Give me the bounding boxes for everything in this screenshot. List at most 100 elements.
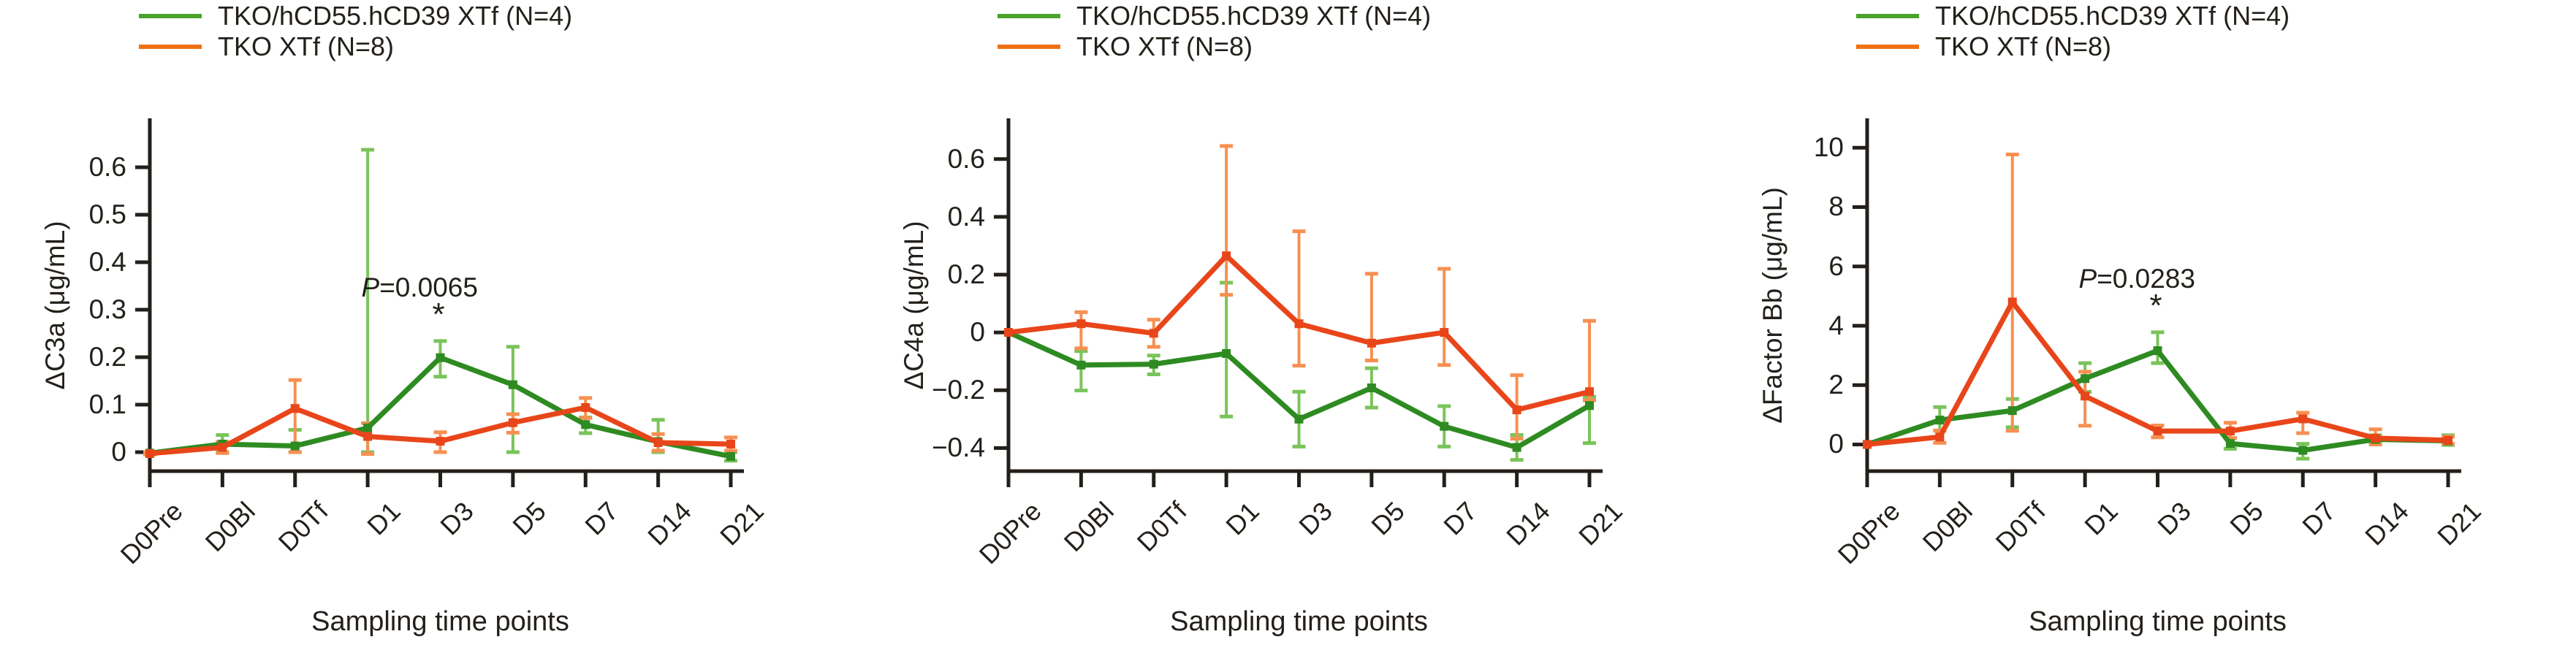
data-point (1585, 387, 1594, 397)
legend-item-green[interactable]: TKO/hCD55.hCD39 XTf (N=4) (998, 3, 1431, 29)
panel-c3a: TKO/hCD55.hCD39 XTf (N=4) TKO XTf (N=8) ΔC… (0, 0, 859, 652)
panel-factor-bb: TKO/hCD55.hCD39 XTf (N=4) TKO XTf (N=8) ΔF… (1717, 0, 2576, 652)
legend-item-orange[interactable]: TKO XTf (N=8) (998, 34, 1431, 60)
data-point (1585, 401, 1594, 411)
legend-swatch-orange (139, 45, 202, 49)
data-point (2007, 406, 2017, 416)
p-value-symbol: P (361, 272, 380, 302)
y-axis-label: ΔC3a (μg/mL) (40, 220, 70, 390)
legend-swatch-green (998, 14, 1060, 18)
y-tick-label: 2 (1828, 370, 1844, 400)
chart-svg (994, 118, 1603, 487)
legend-label-orange: TKO XTf (N=8) (218, 31, 395, 61)
plot-area: 0 2 4 6 8 10 D0Pre D0Bl D0Tf D1 D3 D5 D7 D14 D21 P=0.02… (1814, 118, 2487, 570)
data-point (1512, 443, 1521, 452)
data-point (1935, 416, 1945, 425)
legend-item-orange[interactable]: TKO XTf (N=8) (1856, 34, 2290, 60)
x-axis-label: Sampling time points (1170, 606, 1428, 637)
data-point (2444, 435, 2452, 445)
data-point (1222, 348, 1231, 358)
data-point (436, 437, 445, 446)
data-point (2081, 392, 2090, 401)
plot-area: −0.4 −0.2 0 0.2 0.4 0.6 D0Pre D0Bl D0Tf D1 D3 D5 D7 D… (932, 118, 1628, 570)
p-value-symbol: P (2078, 263, 2097, 294)
legend-swatch-orange (998, 45, 1060, 49)
data-point (1512, 405, 1521, 415)
legend-label-green: TKO/hCD55.hCD39 XTf (N=4) (218, 1, 573, 31)
data-point (581, 402, 590, 412)
data-point (726, 451, 735, 461)
data-point (581, 420, 590, 429)
panel-c4a: TKO/hCD55.hCD39 XTf (N=4) TKO XTf (N=8) ΔC… (859, 0, 1717, 652)
data-point (1149, 329, 1158, 338)
y-tick-label: 0 (970, 317, 985, 348)
y-tick-label: −0.2 (931, 375, 985, 405)
plot-area: 0 0.1 0.2 0.3 0.4 0.5 0.6 D0Pre D0Bl D0Tf D1 D3 D5 D7… (89, 118, 770, 570)
y-tick-label: 0.1 (88, 389, 126, 419)
data-point (145, 448, 154, 458)
y-tick-label: 0.2 (947, 259, 985, 289)
data-point (363, 423, 373, 432)
y-tick-label: 0.6 (947, 143, 985, 174)
data-point (290, 441, 300, 451)
data-point (653, 438, 663, 447)
y-tick-label: 0.4 (88, 247, 126, 277)
data-point (2007, 297, 2017, 307)
data-point (1149, 359, 1158, 369)
data-point (2298, 414, 2308, 424)
y-tick-label: 0.3 (88, 294, 126, 324)
data-point (1294, 414, 1304, 424)
chart-legend: TKO/hCD55.hCD39 XTf (N=4) TKO XTf (N=8) (1856, 3, 2290, 60)
data-point (218, 443, 227, 452)
y-tick-label: 0.5 (88, 199, 126, 229)
legend-item-green[interactable]: TKO/hCD55.hCD39 XTf (N=4) (139, 3, 572, 29)
significance-star: * (2149, 287, 2162, 324)
data-point (436, 353, 445, 362)
data-point (2153, 346, 2162, 356)
data-point (1222, 251, 1231, 261)
legend-label-orange: TKO XTf (N=8) (1076, 31, 1253, 61)
chart-legend: TKO/hCD55.hCD39 XTf (N=4) TKO XTf (N=8) (998, 3, 1431, 60)
chart-svg (1853, 118, 2461, 487)
data-point (290, 404, 300, 413)
p-value-annotation: P=0.0283 (2079, 265, 2195, 292)
data-point (1367, 338, 1376, 348)
legend-swatch-orange (1856, 45, 1919, 49)
y-tick-label: 8 (1828, 191, 1844, 222)
p-value-annotation: P=0.0065 (362, 274, 478, 301)
legend-label-green: TKO/hCD55.hCD39 XTf (N=4) (1935, 1, 2290, 31)
legend-swatch-green (139, 14, 202, 18)
y-tick-label: 0.4 (947, 201, 985, 232)
data-point (2371, 433, 2380, 443)
data-point (1004, 328, 1013, 337)
legend-item-orange[interactable]: TKO XTf (N=8) (139, 34, 572, 60)
y-tick-label: 4 (1828, 310, 1844, 340)
y-tick-label: −0.4 (931, 432, 985, 463)
data-point (508, 380, 517, 389)
data-point (1440, 328, 1449, 337)
data-point (1440, 421, 1449, 431)
y-tick-label: 0.6 (88, 152, 126, 182)
y-axis-label: ΔC4a (μg/mL) (899, 220, 929, 390)
data-point (363, 432, 373, 441)
y-tick-label: 10 (1813, 132, 1844, 163)
significance-star: * (432, 296, 445, 332)
legend-item-green[interactable]: TKO/hCD55.hCD39 XTf (N=4) (1856, 3, 2290, 29)
y-tick-label: 0.2 (88, 342, 126, 372)
data-point (2225, 439, 2235, 448)
chart-legend: TKO/hCD55.hCD39 XTf (N=4) TKO XTf (N=8) (139, 3, 572, 60)
data-point (2153, 427, 2162, 436)
y-tick-label: 6 (1828, 251, 1844, 281)
data-point (1367, 383, 1376, 393)
figure-container: TKO/hCD55.hCD39 XTf (N=4) TKO XTf (N=8) ΔC… (0, 0, 2576, 652)
data-point (726, 439, 735, 448)
x-axis-label: Sampling time points (311, 606, 569, 637)
series-line-orange (1864, 299, 2451, 447)
p-value-number: =0.0065 (379, 272, 478, 302)
chart-svg (135, 118, 744, 487)
y-axis-label: ΔFactor Bb (μg/mL) (1758, 186, 1787, 424)
data-point (2298, 446, 2308, 455)
data-point (1076, 360, 1086, 370)
x-axis-label: Sampling time points (2029, 606, 2287, 637)
data-point (2225, 427, 2235, 436)
